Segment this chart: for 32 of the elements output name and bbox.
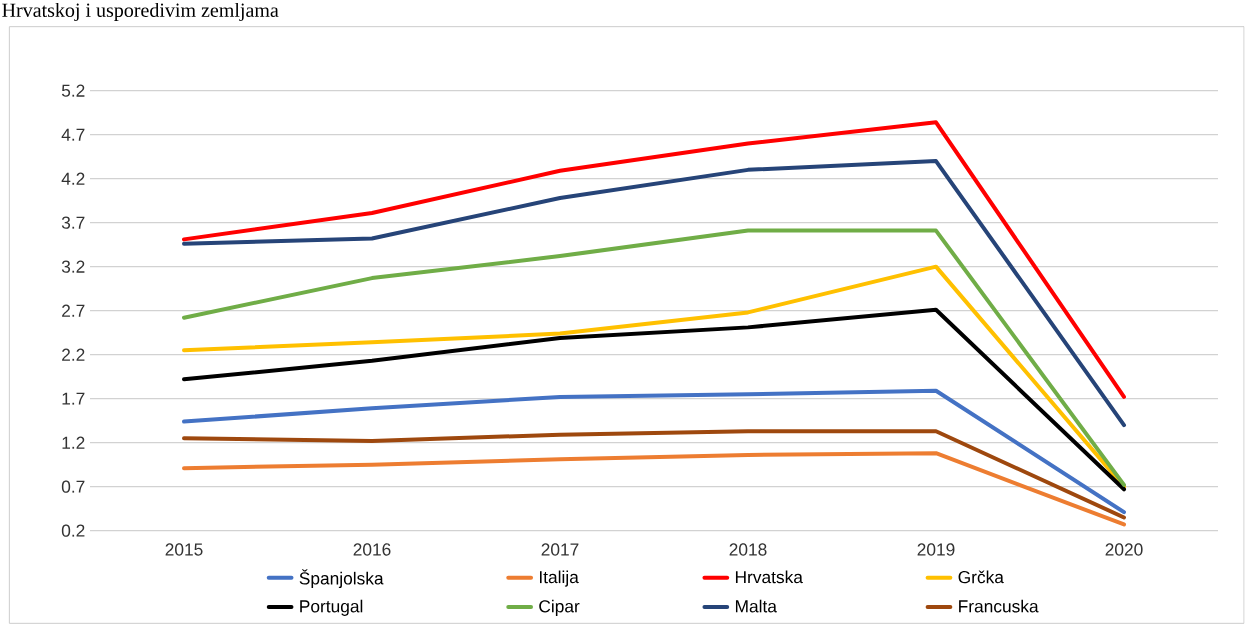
y-tick-label: 1.7 bbox=[62, 392, 85, 405]
y-tick-label: 0.7 bbox=[61, 480, 85, 493]
y-tick-label: 4.7 bbox=[61, 128, 85, 141]
y-tick-label: 3.2 bbox=[61, 260, 85, 273]
legend-label: Hrvatska bbox=[735, 570, 803, 584]
legend-label: Španjolska bbox=[299, 569, 384, 588]
line-series bbox=[182, 159, 1126, 428]
legend-label: Italija bbox=[539, 570, 579, 587]
y-tick-label: 2.2 bbox=[62, 348, 85, 361]
legend-label: Grčka bbox=[958, 570, 1004, 584]
line-series bbox=[182, 429, 1126, 520]
legend-label: Francuska bbox=[959, 599, 1039, 613]
x-tick-label: 2020 bbox=[1105, 543, 1143, 556]
y-tick-label: 3.7 bbox=[61, 216, 85, 229]
y-tick-label: 1.2 bbox=[62, 436, 85, 449]
legend-label: Cipar bbox=[539, 599, 580, 616]
x-tick-label: 2015 bbox=[165, 543, 203, 556]
line-series bbox=[182, 451, 1126, 527]
y-tick-label: 2.7 bbox=[62, 304, 85, 317]
x-tick-label: 2016 bbox=[353, 543, 391, 556]
y-tick-label: 5.2 bbox=[61, 84, 85, 97]
y-tick-label: 0.2 bbox=[61, 524, 85, 537]
legend-label: Malta bbox=[735, 599, 777, 613]
chart-title: Hrvatskoj i usporedivim zemljama bbox=[2, 2, 279, 22]
legend-label: Portugal bbox=[300, 599, 363, 616]
x-tick-label: 2017 bbox=[541, 543, 579, 556]
y-tick-label: 4.2 bbox=[61, 172, 85, 185]
line-series bbox=[182, 307, 1126, 492]
x-tick-label: 2018 bbox=[729, 543, 767, 556]
line-series bbox=[182, 388, 1126, 515]
line-series bbox=[182, 120, 1126, 399]
x-tick-label: 2019 bbox=[917, 543, 955, 556]
